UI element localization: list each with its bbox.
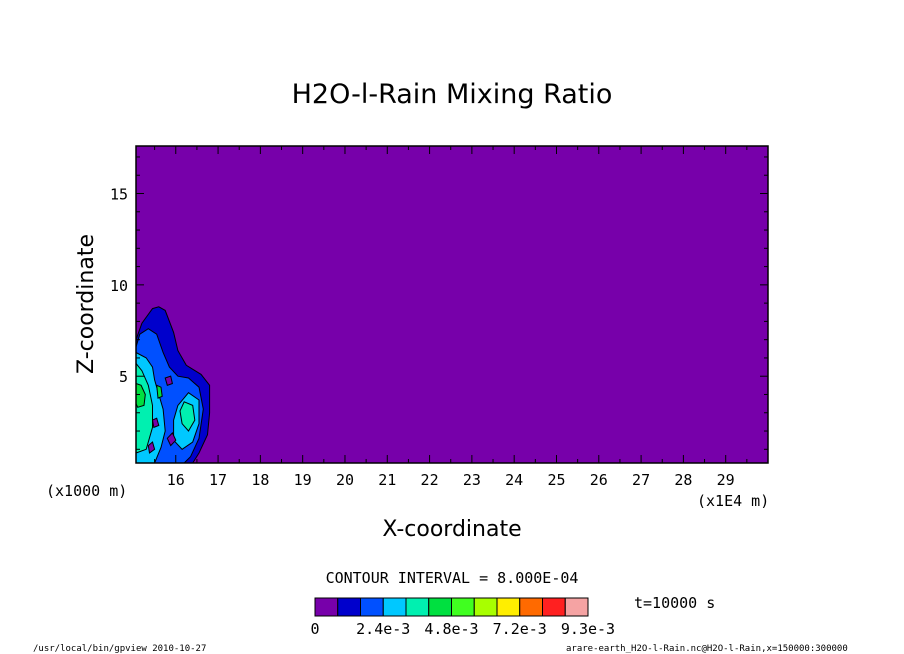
x-tick-label: 16	[167, 471, 185, 489]
x-tick-label: 25	[547, 471, 565, 489]
colorbar-swatch	[428, 597, 452, 617]
x-tick-label: 20	[336, 471, 354, 489]
colorbar-tick-label: 2.4e-3	[356, 620, 410, 638]
colorbar-tick-label: 9.3e-3	[561, 620, 615, 638]
colorbar-labels: 0 2.4e-3 4.8e-3 7.2e-3 9.3e-3	[310, 620, 615, 638]
contour-region-10	[166, 432, 177, 447]
colorbar-tick-label: 7.2e-3	[493, 620, 547, 638]
x-tick-label: 22	[421, 471, 439, 489]
y-tick-label: 5	[119, 368, 128, 386]
colorbar-tick-label: 0	[310, 620, 319, 638]
x-tick-label: 27	[632, 471, 650, 489]
colorbar-swatch	[382, 597, 407, 617]
colorbar-swatch	[451, 597, 475, 617]
contour-interval-label: CONTOUR INTERVAL = 8.000E-04	[326, 569, 579, 587]
x-tick-label: 21	[378, 471, 396, 489]
plot-area	[135, 145, 769, 464]
x-tick-label: 18	[251, 471, 269, 489]
colorbar-swatch	[496, 597, 521, 617]
x-tick-label: 23	[463, 471, 481, 489]
contour-region-8	[164, 375, 173, 386]
x-tick-label: 24	[505, 471, 523, 489]
x-tick-label: 29	[717, 471, 735, 489]
time-label: t=10000 s	[634, 594, 715, 612]
x-axis-ticks: 16 17 18 19 20 21 22 23 24 25 26 27 28 29	[154, 146, 748, 489]
contour-region-11	[147, 441, 156, 454]
contour-region-7	[156, 384, 163, 399]
colorbar-swatch	[519, 597, 543, 617]
colorbar-tick-label: 4.8e-3	[424, 620, 478, 638]
colorbar-swatch	[405, 597, 430, 617]
contour-region-9	[151, 417, 160, 429]
footer-program: /usr/local/bin/gpview 2010-10-27	[33, 644, 206, 654]
y-axis-title: Z-coordinate	[74, 234, 99, 374]
x-tick-label: 17	[209, 471, 227, 489]
x-scale-label: (x1E4 m)	[697, 492, 769, 510]
colorbar-swatch	[542, 597, 566, 617]
colorbar-swatch	[360, 597, 384, 617]
colorbar-swatch	[337, 597, 361, 617]
x-tick-label: 26	[590, 471, 608, 489]
x-unit-label: (x1000 m)	[46, 482, 127, 500]
contour-region-5	[179, 401, 196, 432]
colorbar-swatch	[473, 597, 498, 617]
plot-frame	[135, 145, 769, 464]
chart-title: H2O-l-Rain Mixing Ratio	[292, 79, 613, 110]
footer-source: arare-earth_H2O-l-Rain.nc@H2O-l-Rain,x=1…	[566, 644, 848, 654]
x-axis-title: X-coordinate	[382, 517, 521, 542]
contour-regions	[135, 306, 211, 464]
colorbar	[314, 597, 589, 617]
colorbar-swatch	[564, 597, 589, 617]
y-tick-label: 10	[110, 277, 128, 295]
x-tick-label: 19	[294, 471, 312, 489]
x-tick-label: 28	[674, 471, 692, 489]
plot-background	[136, 146, 768, 463]
y-tick-label: 15	[110, 186, 128, 204]
colorbar-swatch	[314, 597, 339, 617]
y-axis-ticks: 5 10 15	[110, 156, 768, 450]
